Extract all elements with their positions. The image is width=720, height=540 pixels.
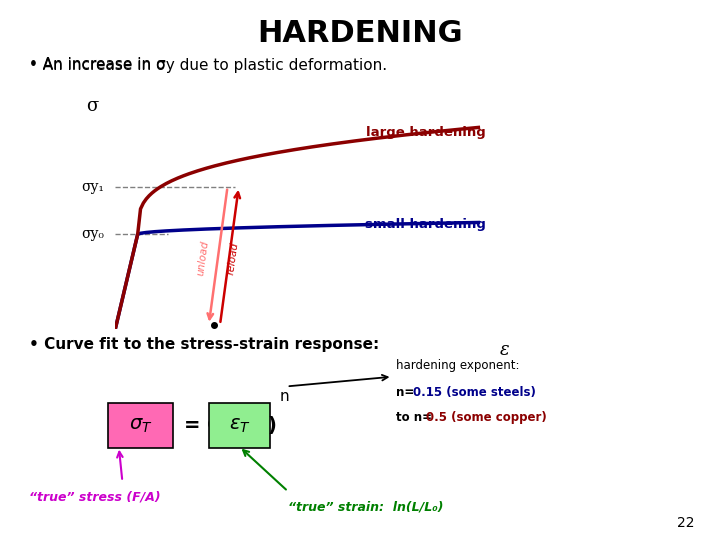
FancyBboxPatch shape: [108, 403, 173, 448]
Text: • An increase in σ: • An increase in σ: [29, 57, 166, 72]
Text: n: n: [279, 389, 289, 403]
Text: $\varepsilon_T$: $\varepsilon_T$: [228, 416, 251, 435]
Text: 0.15 (some steels): 0.15 (some steels): [413, 386, 536, 399]
Text: n=: n=: [396, 386, 414, 399]
Text: σy₀: σy₀: [81, 227, 104, 241]
Text: hardening exponent:: hardening exponent:: [396, 359, 520, 372]
Text: ε: ε: [500, 341, 509, 359]
Text: large hardening: large hardening: [366, 126, 486, 139]
Text: “true” stress (F/A): “true” stress (F/A): [29, 491, 161, 504]
Text: “true” strain:  ln(L/L₀): “true” strain: ln(L/L₀): [288, 501, 444, 514]
Text: to n=: to n=: [396, 411, 432, 424]
Text: HARDENING: HARDENING: [257, 19, 463, 48]
Text: ): ): [268, 416, 276, 435]
Text: • An increase in σy due to plastic deformation.: • An increase in σy due to plastic defor…: [29, 58, 387, 73]
Text: = C(: = C(: [184, 416, 230, 435]
Text: σ: σ: [86, 97, 99, 114]
Text: 22: 22: [678, 516, 695, 530]
Text: 0.5 (some copper): 0.5 (some copper): [426, 411, 547, 424]
Text: unload: unload: [196, 240, 211, 276]
Text: $\sigma_T$: $\sigma_T$: [129, 416, 152, 435]
FancyBboxPatch shape: [209, 403, 270, 448]
Text: small hardening: small hardening: [365, 218, 486, 231]
Text: reload: reload: [226, 241, 240, 275]
Text: • Curve fit to the stress-strain response:: • Curve fit to the stress-strain respons…: [29, 338, 379, 353]
Text: σy₁: σy₁: [81, 180, 104, 194]
